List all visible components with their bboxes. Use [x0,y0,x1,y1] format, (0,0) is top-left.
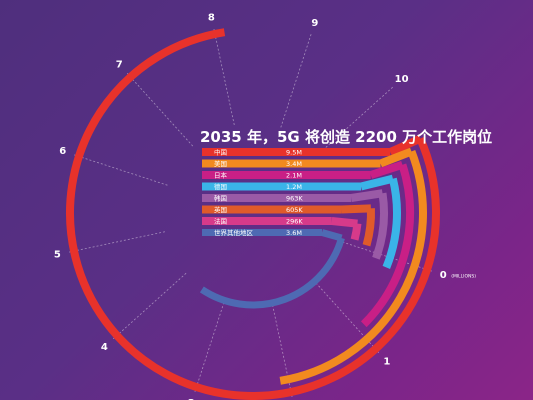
bar-arc-2 [360,163,414,328]
value-label-1: 3.4M [286,160,302,168]
value-label-0: 9.5M [286,149,302,157]
value-label-5: 605K [286,206,303,214]
value-label-4: 963K [286,195,303,203]
chart-title: 2035 年，5G 将创造 2200 万个工作岗位 [200,128,493,146]
axis-tick-label-9: 9 [311,18,318,29]
bar-arc-3 [382,177,401,269]
legend-label-5: 英国 [214,205,227,214]
bar-joint-6 [331,217,358,228]
axis-tick-label-6: 6 [59,146,66,157]
bar-joint-2 [369,160,404,179]
axis-tick-line-7 [125,71,194,147]
legend-label-6: 法国 [214,217,227,226]
value-label-7: 3.6M [286,229,302,237]
axis-tick-label-0: 0 [440,270,447,281]
bar-arc-0 [66,28,440,400]
bar-joint-0 [388,135,422,156]
legend-label-0: 中国 [214,148,227,157]
axis-tick-label-4: 4 [101,342,108,353]
value-label-3: 1.2M [286,183,302,191]
axis-tick-line-3 [193,298,226,394]
axis-tick-line-10 [319,85,395,154]
axis-tick-label-10: 10 [395,74,409,85]
axis-tick-line-1 [312,279,381,355]
legend-label-1: 美国 [214,159,227,168]
legend-label-2: 日本 [214,171,228,180]
legend-label-3: 德国 [214,182,227,191]
axis-unit-label: (MILLIONS) [451,273,476,279]
axis-tick-label-8: 8 [208,12,215,23]
bar-arc-6 [350,223,362,241]
axis-tick-line-2 [271,300,293,399]
axis-tick-label-1: 1 [383,357,390,368]
bar-arc-5 [362,208,375,247]
bar-joint-1 [379,147,413,168]
axis-tick-line-9 [280,32,313,128]
bar-joint-3 [360,174,394,191]
bar-joint-7 [321,229,343,242]
axis-tick-label-7: 7 [116,59,123,70]
axis-tick-label-3: 3 [188,398,195,400]
axis-tick-line-4 [111,272,187,341]
legend-label-4: 韩国 [214,194,227,203]
axis-tick-label-5: 5 [54,250,61,261]
bar-joint-4 [350,189,384,202]
legend-label-7: 世界其他地区 [214,228,254,237]
axis-tick-line-0 [338,240,434,273]
value-label-6: 296K [286,218,303,226]
bar-arc-7 [199,237,345,309]
value-label-2: 2.1M [286,172,302,180]
bar-arc-1 [279,150,427,385]
bar-joint-5 [341,204,372,214]
axis-tick-line-8 [213,27,235,126]
axis-tick-line-6 [72,153,168,186]
axis-tick-line-5 [67,231,166,253]
bar-arc-4 [372,192,388,260]
